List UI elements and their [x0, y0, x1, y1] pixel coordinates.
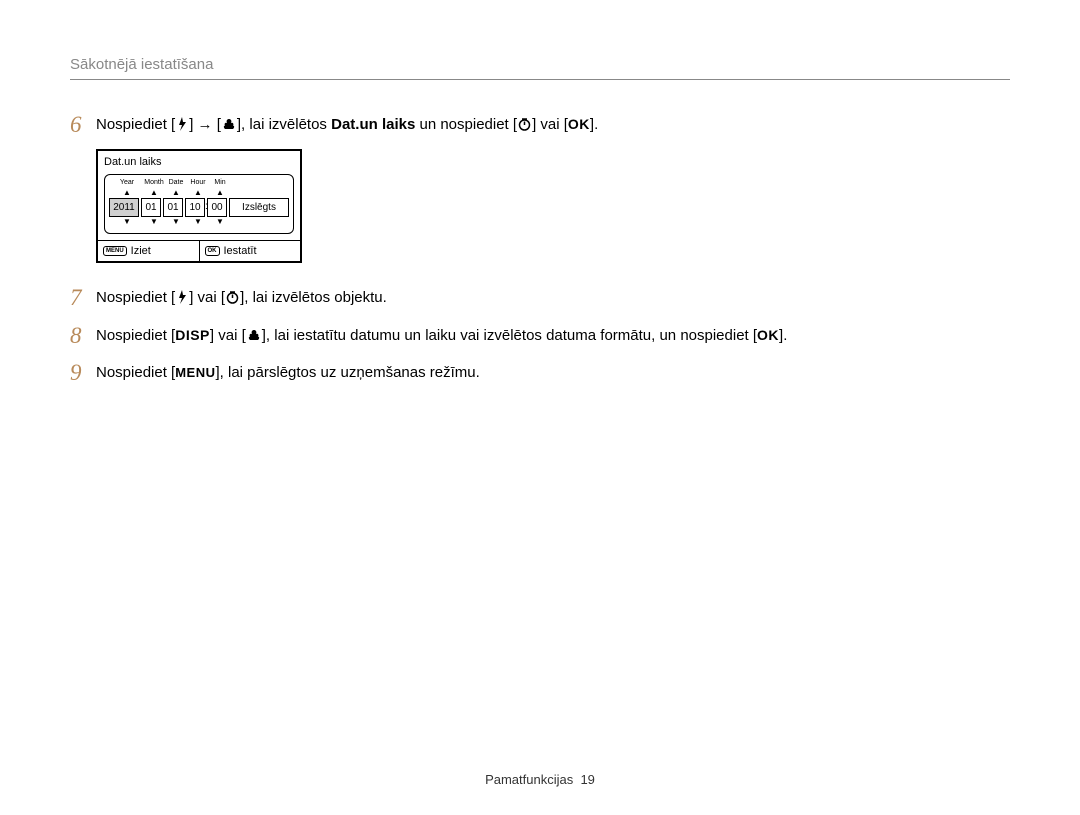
year-value[interactable]: 2011	[109, 198, 139, 217]
hour-value[interactable]: 10	[185, 198, 205, 217]
ok-label: OK	[757, 327, 779, 343]
footer-page: 19	[580, 772, 594, 787]
step-6: 6 Nospiediet [ ] → [ ], lai izvēlētos Dat.…	[70, 112, 1010, 137]
text: ], lai izvēlētos objektu.	[240, 289, 387, 306]
col-min: Min	[209, 179, 231, 186]
text: Nospiediet [	[96, 289, 175, 306]
text: ], lai izvēlētos	[237, 116, 331, 133]
text: Nospiediet [	[96, 364, 175, 381]
col-month: Month	[143, 179, 165, 186]
ok-label: OK	[568, 116, 590, 132]
step-8: 8 Nospiediet [DISP] vai [ ], lai iestatīt…	[70, 323, 1010, 348]
col-date: Date	[165, 179, 187, 186]
value-row: 2011 01 01 10 : 00 Izslēgts	[109, 198, 289, 217]
step-body: Nospiediet [ ] → [ ], lai izvēlētos Dat.un…	[96, 112, 598, 136]
step-number: 6	[70, 112, 96, 137]
timer-icon	[226, 290, 239, 304]
text: ], lai pārslēgtos uz uzņemšanas režīmu.	[216, 364, 480, 381]
col-year: Year	[111, 179, 143, 186]
text: ] → [	[189, 116, 221, 133]
off-value[interactable]: Izslēgts	[229, 198, 289, 217]
set-label: Iestatīt	[224, 245, 257, 257]
column-labels: Year Month Date Hour Min	[109, 179, 289, 188]
text: Nospiediet [	[96, 116, 175, 133]
step-body: Nospiediet [DISP] vai [ ], lai iestatītu …	[96, 323, 787, 347]
text: ] vai [	[210, 327, 246, 344]
footer-exit[interactable]: MENU Iziet	[98, 241, 200, 261]
menu-label: MENU	[175, 365, 215, 380]
step-number: 9	[70, 360, 96, 385]
text: ] vai [	[532, 116, 568, 133]
exit-label: Iziet	[131, 245, 151, 257]
page-footer: Pamatfunkcijas 19	[0, 772, 1080, 787]
bold-text: Dat.un laiks	[331, 116, 415, 133]
step-number: 8	[70, 323, 96, 348]
disp-label: DISP	[175, 327, 210, 343]
text: Nospiediet [	[96, 327, 175, 344]
device-screenshot: Dat.un laiks Year Month Date Hour Min ▲▲…	[96, 149, 302, 263]
footer-set[interactable]: OK Iestatīt	[200, 241, 301, 261]
min-value[interactable]: 00	[207, 198, 227, 217]
col-hour: Hour	[187, 179, 209, 186]
step-body: Nospiediet [ ] vai [ ], lai izvēlētos obje…	[96, 285, 387, 309]
device-title: Dat.un laiks	[98, 151, 300, 170]
text: un nospiediet [	[415, 116, 517, 133]
flash-icon	[176, 117, 188, 131]
timer-icon	[518, 117, 531, 131]
macro-icon	[247, 328, 261, 342]
date-value[interactable]: 01	[163, 198, 183, 217]
macro-icon	[222, 117, 236, 131]
flash-icon	[176, 290, 188, 304]
step-number: 7	[70, 285, 96, 310]
text: ] vai [	[189, 289, 225, 306]
step-7: 7 Nospiediet [ ] vai [ ], lai izvēlētos ob…	[70, 285, 1010, 310]
text: ], lai iestatītu datumu un laiku vai izv…	[262, 327, 757, 344]
page-header: Sākotnējā iestatīšana	[70, 56, 1010, 80]
footer-label: Pamatfunkcijas	[485, 772, 573, 787]
menu-btn-icon: MENU	[103, 246, 127, 256]
arrows-down: ▼▼▼▼▼	[109, 218, 289, 226]
month-value[interactable]: 01	[141, 198, 161, 217]
ok-btn-icon: OK	[205, 246, 220, 256]
device-footer: MENU Iziet OK Iestatīt	[98, 240, 300, 261]
step-9: 9 Nospiediet [MENU], lai pārslēgtos uz u…	[70, 360, 1010, 385]
date-panel: Year Month Date Hour Min ▲▲▲▲▲ 2011 01 0…	[104, 174, 294, 234]
arrows-up: ▲▲▲▲▲	[109, 189, 289, 197]
text: ].	[590, 116, 598, 133]
step-body: Nospiediet [MENU], lai pārslēgtos uz uzņ…	[96, 360, 480, 384]
text: ].	[779, 327, 787, 344]
